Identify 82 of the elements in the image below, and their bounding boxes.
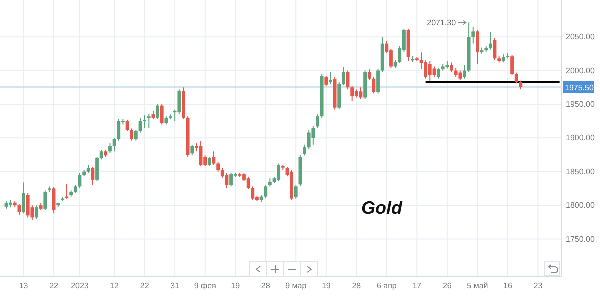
x-tick-label: 19 xyxy=(231,282,241,291)
ref-line-label: 1975.50 xyxy=(565,83,594,92)
y-tick-label: 1900.00 xyxy=(566,134,596,143)
x-tick-label: 23 xyxy=(534,282,544,291)
annotation: 2071.30 xyxy=(427,18,457,28)
candlestick xyxy=(96,156,99,182)
x-tick-label: 9 фев xyxy=(194,282,216,291)
candlestick xyxy=(437,68,440,80)
candlestick xyxy=(35,205,38,220)
candlestick xyxy=(510,54,514,76)
x-tick-label: 16 xyxy=(504,282,513,291)
candlestick xyxy=(134,130,138,142)
x-tick-label: 12 xyxy=(110,282,120,291)
y-tick-label: 1800.00 xyxy=(566,201,596,210)
candlestick xyxy=(350,86,354,102)
candlestick xyxy=(294,184,298,200)
candlestick xyxy=(432,66,436,78)
candlestick xyxy=(100,150,104,160)
x-tick-label: 22 xyxy=(50,282,60,291)
candlestick xyxy=(212,151,216,166)
candlestick xyxy=(22,182,26,214)
y-tick-label: 2000.00 xyxy=(566,66,596,76)
y-tick-label: 1850.00 xyxy=(566,167,596,176)
candlestick xyxy=(26,192,30,218)
candlestick xyxy=(488,32,492,50)
candlestick xyxy=(472,26,476,44)
candlestick xyxy=(277,163,281,182)
candlestick xyxy=(338,82,342,110)
x-tick-label: 28 xyxy=(261,282,271,291)
candlestick xyxy=(156,104,160,120)
candlestick xyxy=(312,126,316,146)
candlestick xyxy=(424,60,428,80)
candlestick xyxy=(246,176,250,190)
candlestick xyxy=(108,143,112,154)
candlestick xyxy=(225,172,229,189)
candlestick xyxy=(112,138,116,152)
candlestick xyxy=(463,64,466,80)
candlestick xyxy=(18,204,22,216)
candlestick xyxy=(178,89,182,114)
y-tick-label: 2050.00 xyxy=(566,32,596,42)
candlestick xyxy=(52,186,56,214)
candlestick xyxy=(342,66,346,86)
x-tick-label: 22 xyxy=(140,282,150,291)
candlestick xyxy=(117,118,121,142)
candlestick xyxy=(264,184,268,199)
candlestick xyxy=(143,114,147,129)
candlestick xyxy=(216,162,220,172)
candlestick xyxy=(458,70,462,81)
candlestick xyxy=(329,72,332,85)
x-tick-label: 13 xyxy=(19,282,29,291)
candlestick xyxy=(208,156,212,167)
candlestick xyxy=(44,190,48,211)
candlestick xyxy=(316,114,320,129)
candlestick xyxy=(147,113,151,129)
candlestick xyxy=(251,186,255,201)
candlestick xyxy=(376,68,380,94)
candlestick xyxy=(91,166,95,186)
candlestick xyxy=(130,128,134,142)
x-tick-label: 31 xyxy=(170,282,180,291)
candlestick xyxy=(372,77,376,94)
candlestick xyxy=(476,30,480,65)
candlestick xyxy=(303,144,306,156)
x-tick-label: 17 xyxy=(412,282,422,291)
candlestick xyxy=(454,68,458,78)
y-tick-label: 1750.00 xyxy=(566,234,596,244)
candlestick xyxy=(428,60,432,82)
x-tick-label: 26 xyxy=(442,282,452,291)
candlestick xyxy=(368,68,372,81)
y-tick-label: 1950.00 xyxy=(566,100,596,110)
annotation: Gold xyxy=(362,198,404,218)
candlestick xyxy=(450,62,454,73)
candlestick xyxy=(307,130,311,150)
x-tick-label: 6 апр xyxy=(376,282,398,291)
candlestick xyxy=(160,104,164,126)
candlestick xyxy=(190,144,194,156)
candlestick xyxy=(514,72,518,84)
x-tick-label: 19 xyxy=(322,282,332,291)
x-tick-label: 28 xyxy=(352,282,362,291)
x-tick-label: 5 май xyxy=(467,282,488,291)
candlestick xyxy=(324,76,328,87)
x-tick-label: 2023 xyxy=(71,282,90,291)
x-tick-label: 9 мар xyxy=(286,282,308,291)
